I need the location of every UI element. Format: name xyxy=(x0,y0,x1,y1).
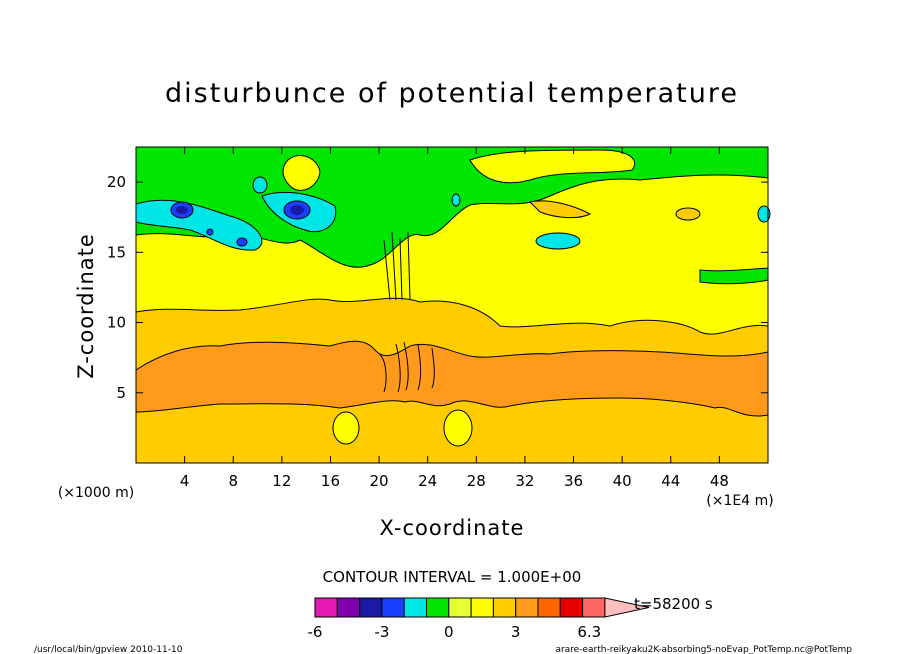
blob-yellow-2 xyxy=(443,409,473,447)
colorbar-box xyxy=(470,597,494,618)
y-tick-label: 20 xyxy=(107,173,126,191)
patch-blue-3 xyxy=(236,237,248,247)
patch-cyan-6 xyxy=(451,193,461,207)
colorbar-box xyxy=(448,597,472,618)
x-tick-label: 48 xyxy=(710,472,729,490)
patch-darkblue-1 xyxy=(176,206,188,214)
y-axis-label: Z-coordinate xyxy=(74,233,98,379)
colorbar-box xyxy=(582,597,606,618)
x-tick-label: 4 xyxy=(180,472,190,490)
colorbar-box xyxy=(492,597,517,618)
colorbar-box xyxy=(537,597,561,618)
x-tick-label: 32 xyxy=(515,472,534,490)
y-tick-label: 15 xyxy=(107,243,126,261)
colorbar-box xyxy=(515,597,539,618)
colorbar-arrow xyxy=(604,597,650,618)
colorbar-label: 6.3 xyxy=(577,623,601,641)
x-unit-left: (×1000 m) xyxy=(58,485,134,501)
patch-darkblue-2 xyxy=(290,205,304,215)
patch-cyan-5 xyxy=(252,176,268,194)
patch-cyan-1 xyxy=(135,199,263,251)
y-tick-label: 10 xyxy=(107,314,126,332)
colorbar-label: 0 xyxy=(444,623,454,641)
colorbar-label: 3 xyxy=(511,623,521,641)
x-tick-label: 28 xyxy=(467,472,486,490)
colorbar-box xyxy=(559,597,584,618)
patch-lightorange-2 xyxy=(675,207,701,221)
wave-streaks xyxy=(379,231,435,393)
blob-yellow-1 xyxy=(332,411,360,445)
plot-area xyxy=(135,146,771,464)
x-tick-label: 12 xyxy=(272,472,291,490)
x-tick-label: 44 xyxy=(661,472,680,490)
colorbar-label: -3 xyxy=(374,623,389,641)
footer-right: arare-earth-reikyaku2K-absorbing5-noEvap… xyxy=(555,645,852,654)
contour-interval-label: CONTOUR INTERVAL = 1.000E+00 xyxy=(323,568,582,586)
footer-left: /usr/local/bin/gpview 2010-11-10 xyxy=(34,645,183,654)
x-tick-label: 40 xyxy=(613,472,632,490)
y-ticks: 5 10 15 20 xyxy=(107,173,768,402)
x-ticks: 4 8 12 16 20 24 28 32 36 40 44 48 xyxy=(180,147,729,490)
y-tick-label: 5 xyxy=(116,384,126,402)
x-tick-label: 36 xyxy=(564,472,583,490)
x-tick-label: 8 xyxy=(228,472,238,490)
patch-lightorange-1 xyxy=(528,200,592,219)
colorbar-box xyxy=(403,597,428,618)
patch-cyan-3 xyxy=(535,232,581,250)
x-tick-label: 16 xyxy=(321,472,340,490)
colorbar-box xyxy=(381,597,405,618)
x-unit-right: (×1E4 m) xyxy=(706,493,773,509)
colorbar-box xyxy=(336,597,361,618)
colorbar-labels: -6 -3 0 3 6.3 xyxy=(308,623,602,641)
patch-cyan-4 xyxy=(757,205,771,223)
x-tick-label: 20 xyxy=(370,472,389,490)
plot-frame xyxy=(135,146,769,464)
x-tick-label: 24 xyxy=(418,472,437,490)
colorbar-label: -6 xyxy=(308,623,323,641)
patch-yellow-1 xyxy=(282,155,321,191)
patch-yellow-2 xyxy=(469,149,636,184)
colorbar-box xyxy=(426,597,450,618)
colorbar-box xyxy=(314,597,338,618)
colorbar-box xyxy=(359,597,383,618)
patch-blue-4 xyxy=(206,228,214,236)
colorbar xyxy=(314,597,650,618)
chart-title: disturbunce of potential temperature xyxy=(165,78,739,109)
time-label: t=58200 s xyxy=(634,595,713,613)
x-axis-label: X-coordinate xyxy=(380,516,525,540)
